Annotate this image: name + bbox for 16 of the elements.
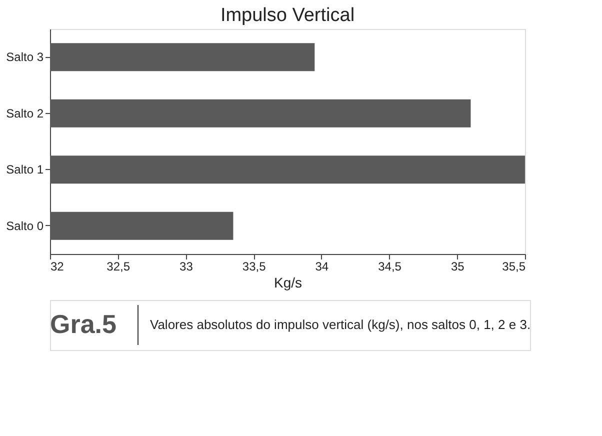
y-tick-label: Salto 0: [6, 218, 44, 233]
x-tick-label: 32: [50, 260, 64, 274]
x-tick-label: 35: [450, 260, 465, 274]
x-tick-label: 33,5: [242, 260, 266, 274]
text: Gra.5: [50, 309, 116, 339]
y-tick-label: Salto 2: [6, 106, 44, 120]
chart-title: Impulso Vertical: [220, 5, 355, 26]
y-tick-label: Salto 3: [6, 50, 44, 64]
x-tick-label: 33: [180, 260, 194, 274]
text: Valores absolutos do impulso vertical (kg/s), nos saltos 0, 1, 2 e 3.: [150, 317, 531, 332]
x-tick-label: 34: [315, 260, 329, 274]
x-tick-label: 32,5: [106, 260, 130, 274]
x-axis-title: Kg/s: [274, 274, 302, 290]
x-tick-label: 34,5: [378, 260, 402, 274]
x-tick-label: 35,5: [502, 260, 526, 274]
y-tick-label: Salto 1: [6, 162, 44, 177]
